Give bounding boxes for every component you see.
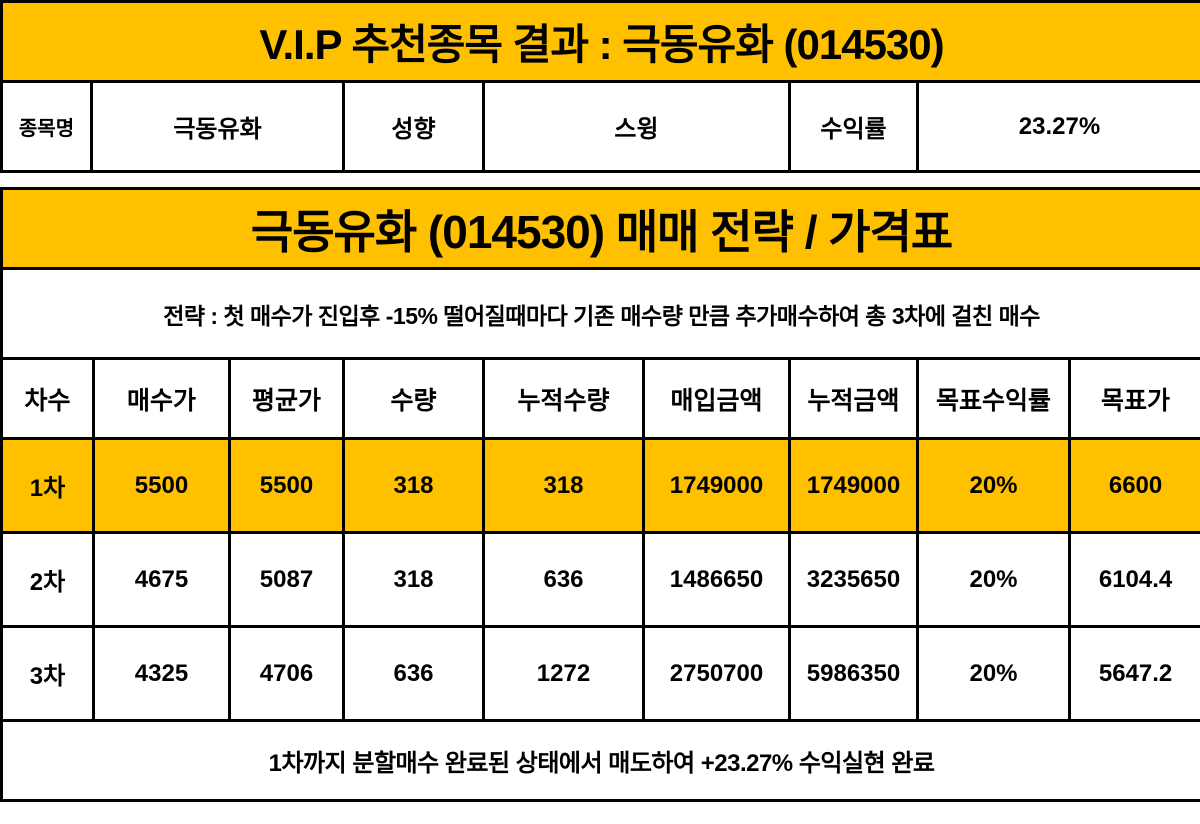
cell-buy-price: 4675 [92, 531, 231, 628]
strategy-title: 극동유화 (014530) 매매 전략 / 가격표 [0, 187, 1200, 270]
return-label: 수익률 [788, 80, 919, 173]
cell-round: 1차 [0, 437, 95, 534]
cell-target-price: 6104.4 [1067, 531, 1200, 628]
cell-purchase-amount: 1486650 [642, 531, 791, 628]
table-header-row: 차수 매수가 평균가 수량 누적수량 매입금액 누적금액 목표수익률 목표가 [0, 357, 1200, 440]
return-value: 23.27% [916, 80, 1200, 173]
cell-quantity: 636 [342, 625, 485, 722]
cell-cum-amount: 5986350 [788, 625, 919, 722]
stock-name-value: 극동유화 [90, 80, 345, 173]
cell-target-return: 20% [916, 625, 1071, 722]
stock-name-label: 종목명 [0, 80, 93, 173]
cell-purchase-amount: 1749000 [642, 437, 791, 534]
cell-purchase-amount: 2750700 [642, 625, 791, 722]
cell-avg-price: 5500 [228, 437, 345, 534]
table-row-round-2: 2차 4675 5087 318 636 1486650 3235650 20%… [0, 531, 1200, 628]
cell-target-return: 20% [916, 531, 1071, 628]
cell-avg-price: 4706 [228, 625, 345, 722]
strategy-price-table: 극동유화 (014530) 매매 전략 / 가격표 전략 : 첫 매수가 진입후… [0, 187, 1200, 802]
col-header-purchase-amount: 매입금액 [642, 357, 791, 440]
summary-table: V.I.P 추천종목 결과 : 극동유화 (014530) 종목명 극동유화 성… [0, 0, 1200, 173]
col-header-avg-price: 평균가 [228, 357, 345, 440]
col-header-cum-quantity: 누적수량 [482, 357, 645, 440]
col-header-target-price: 목표가 [1067, 357, 1200, 440]
col-header-target-return: 목표수익률 [916, 357, 1071, 440]
cell-cum-quantity: 1272 [482, 625, 645, 722]
style-label: 성향 [342, 80, 485, 173]
col-header-round: 차수 [0, 357, 95, 440]
result-note: 1차까지 분할매수 완료된 상태에서 매도하여 +23.27% 수익실현 완료 [0, 719, 1200, 802]
col-header-cum-amount: 누적금액 [788, 357, 919, 440]
table-row-round-1: 1차 5500 5500 318 318 1749000 1749000 20%… [0, 437, 1200, 534]
cell-buy-price: 4325 [92, 625, 231, 722]
col-header-buy-price: 매수가 [92, 357, 231, 440]
cell-avg-price: 5087 [228, 531, 345, 628]
cell-cum-amount: 3235650 [788, 531, 919, 628]
col-header-quantity: 수량 [342, 357, 485, 440]
cell-cum-amount: 1749000 [788, 437, 919, 534]
section-divider [0, 173, 1200, 187]
cell-target-price: 5647.2 [1067, 625, 1200, 722]
strategy-description: 전략 : 첫 매수가 진입후 -15% 떨어질때마다 기존 매수량 만큼 추가매… [0, 267, 1200, 360]
cell-target-price: 6600 [1067, 437, 1200, 534]
style-value: 스윙 [482, 80, 791, 173]
table-row-round-3: 3차 4325 4706 636 1272 2750700 5986350 20… [0, 625, 1200, 722]
cell-quantity: 318 [342, 437, 485, 534]
cell-cum-quantity: 636 [482, 531, 645, 628]
main-title: V.I.P 추천종목 결과 : 극동유화 (014530) [0, 0, 1200, 83]
cell-target-return: 20% [916, 437, 1071, 534]
cell-buy-price: 5500 [92, 437, 231, 534]
cell-round: 2차 [0, 531, 95, 628]
cell-quantity: 318 [342, 531, 485, 628]
cell-round: 3차 [0, 625, 95, 722]
cell-cum-quantity: 318 [482, 437, 645, 534]
